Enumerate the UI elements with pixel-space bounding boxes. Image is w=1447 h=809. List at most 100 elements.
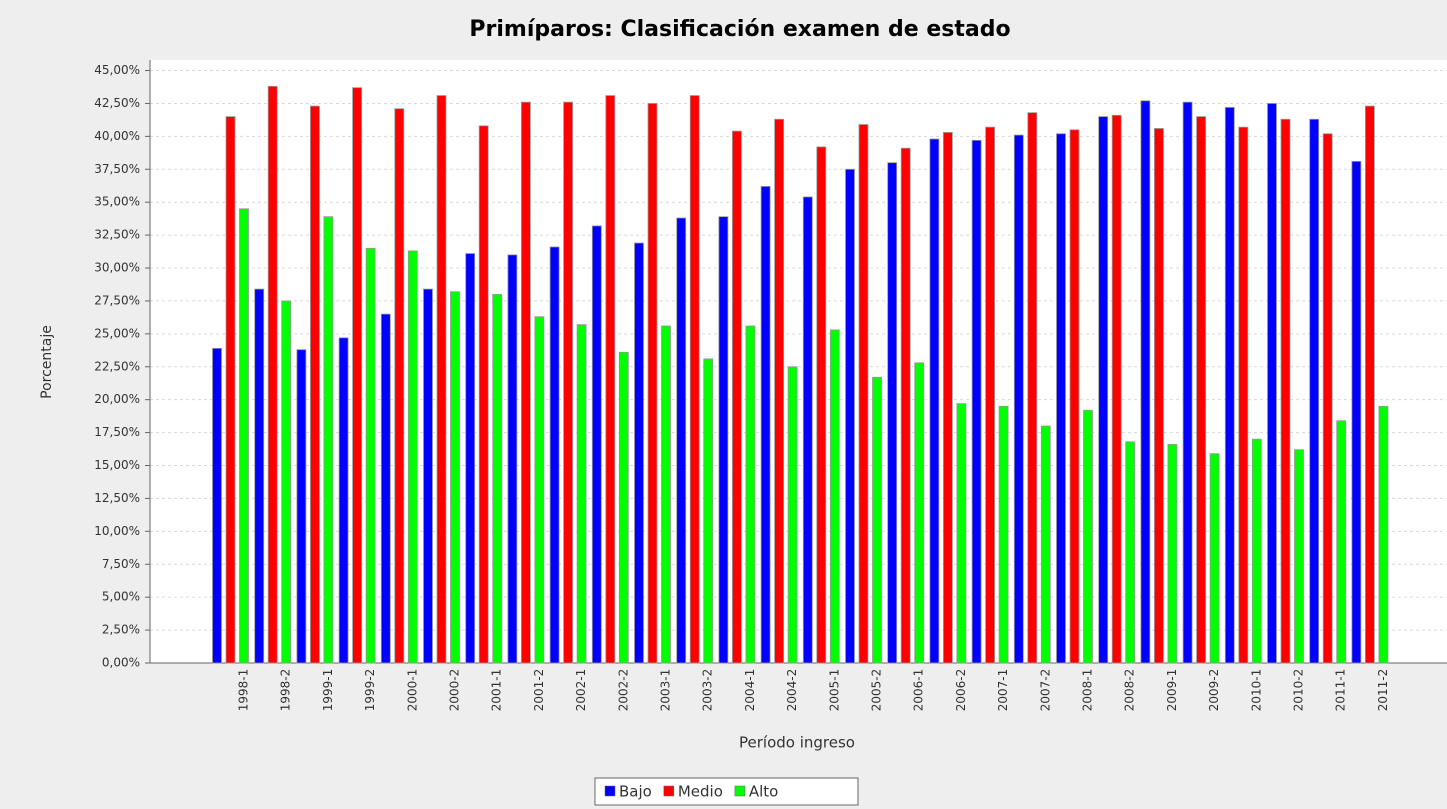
bar xyxy=(703,358,714,664)
bar xyxy=(858,124,869,664)
y-tick-label: 10,00% xyxy=(94,524,140,538)
chart-title: Primíparos: Clasificación examen de esta… xyxy=(469,17,1010,42)
bar xyxy=(338,337,349,664)
legend-label: Bajo xyxy=(619,783,652,801)
x-tick-label: 1999-2 xyxy=(363,669,377,712)
bar xyxy=(634,242,644,664)
bar xyxy=(661,325,671,664)
x-tick-label: 2010-1 xyxy=(1249,669,1263,712)
bar xyxy=(689,95,700,664)
x-tick-label: 2008-1 xyxy=(1081,669,1095,712)
y-tick-label: 30,00% xyxy=(94,261,140,275)
bar xyxy=(1280,118,1291,664)
x-tick-label: 1998-2 xyxy=(279,669,293,712)
bar xyxy=(1294,449,1304,664)
bar xyxy=(647,103,658,664)
bar xyxy=(914,362,925,664)
bar xyxy=(956,403,967,664)
x-tick-label: 2005-1 xyxy=(827,669,841,712)
x-tick-label: 1999-1 xyxy=(321,669,335,712)
bar xyxy=(887,162,898,664)
bar xyxy=(745,325,756,664)
bar xyxy=(365,247,376,664)
bar xyxy=(816,146,827,664)
y-tick-label: 35,00% xyxy=(94,195,140,209)
x-tick-label: 2000-1 xyxy=(405,669,419,712)
bar xyxy=(478,125,489,664)
bar xyxy=(1125,441,1136,664)
y-tick-label: 2,50% xyxy=(102,623,140,637)
bar xyxy=(1182,101,1193,664)
bar xyxy=(352,87,363,664)
bar xyxy=(1267,103,1277,664)
x-tick-label: 2004-1 xyxy=(743,669,757,712)
x-axis-label: Período ingreso xyxy=(739,734,855,752)
bar xyxy=(1069,129,1080,664)
x-tick-label: 2004-2 xyxy=(785,669,799,712)
bar xyxy=(1083,409,1093,664)
x-tick-label: 2005-2 xyxy=(870,669,884,712)
bar xyxy=(1056,133,1066,664)
legend-swatch xyxy=(734,785,746,797)
bar xyxy=(492,293,503,664)
y-tick-label: 37,50% xyxy=(94,162,140,176)
y-tick-label: 20,00% xyxy=(94,392,140,406)
bar xyxy=(900,147,911,664)
x-tick-label: 2003-2 xyxy=(701,669,715,712)
bar xyxy=(1351,160,1362,664)
y-tick-label: 45,00% xyxy=(94,63,140,77)
bar xyxy=(732,130,742,664)
y-tick-label: 12,50% xyxy=(94,491,140,505)
y-axis-label: Porcentaje xyxy=(39,325,55,399)
x-tick-label: 1998-1 xyxy=(237,669,251,712)
bar xyxy=(1196,116,1206,664)
x-tick-label: 2002-1 xyxy=(574,669,588,712)
bar xyxy=(1154,128,1164,664)
bar xyxy=(1251,438,1262,664)
x-tick-label: 2011-2 xyxy=(1376,669,1390,712)
bar xyxy=(787,366,798,664)
bar xyxy=(507,254,518,664)
bar xyxy=(465,253,476,664)
y-tick-label: 5,00% xyxy=(102,590,140,604)
bar xyxy=(323,216,334,664)
x-tick-label: 2001-1 xyxy=(490,669,504,712)
legend-label: Alto xyxy=(749,783,779,801)
bar xyxy=(450,291,460,664)
y-tick-label: 7,50% xyxy=(102,557,140,571)
bar xyxy=(436,95,447,664)
bar xyxy=(618,351,629,664)
x-tick-label: 2006-2 xyxy=(954,669,968,712)
bar xyxy=(380,313,391,664)
bar xyxy=(212,347,222,664)
bar xyxy=(549,246,560,664)
y-tick-label: 25,00% xyxy=(94,326,140,340)
bar xyxy=(534,316,545,664)
bar xyxy=(281,300,292,664)
bar xyxy=(1209,453,1220,664)
bar xyxy=(267,85,278,664)
bar xyxy=(676,217,687,664)
bar xyxy=(929,138,940,664)
bar xyxy=(1322,133,1333,664)
bar xyxy=(225,116,236,664)
bar xyxy=(254,288,265,664)
x-tick-label: 2010-2 xyxy=(1292,669,1306,712)
bar xyxy=(1238,126,1249,664)
bar xyxy=(1378,405,1389,664)
legend-swatch xyxy=(663,785,675,797)
x-tick-label: 2011-1 xyxy=(1334,669,1348,712)
x-tick-label: 2009-1 xyxy=(1165,669,1179,712)
bar xyxy=(423,288,433,664)
x-tick-label: 2008-2 xyxy=(1123,669,1137,712)
x-tick-label: 2003-1 xyxy=(659,669,673,712)
bar xyxy=(591,225,602,664)
bar xyxy=(521,101,531,664)
bar xyxy=(1111,114,1122,664)
y-tick-label: 27,50% xyxy=(94,293,140,307)
bar xyxy=(407,250,418,664)
bar xyxy=(1140,100,1151,664)
y-tick-label: 0,00% xyxy=(102,656,140,670)
x-tick-label: 2009-2 xyxy=(1207,669,1221,712)
